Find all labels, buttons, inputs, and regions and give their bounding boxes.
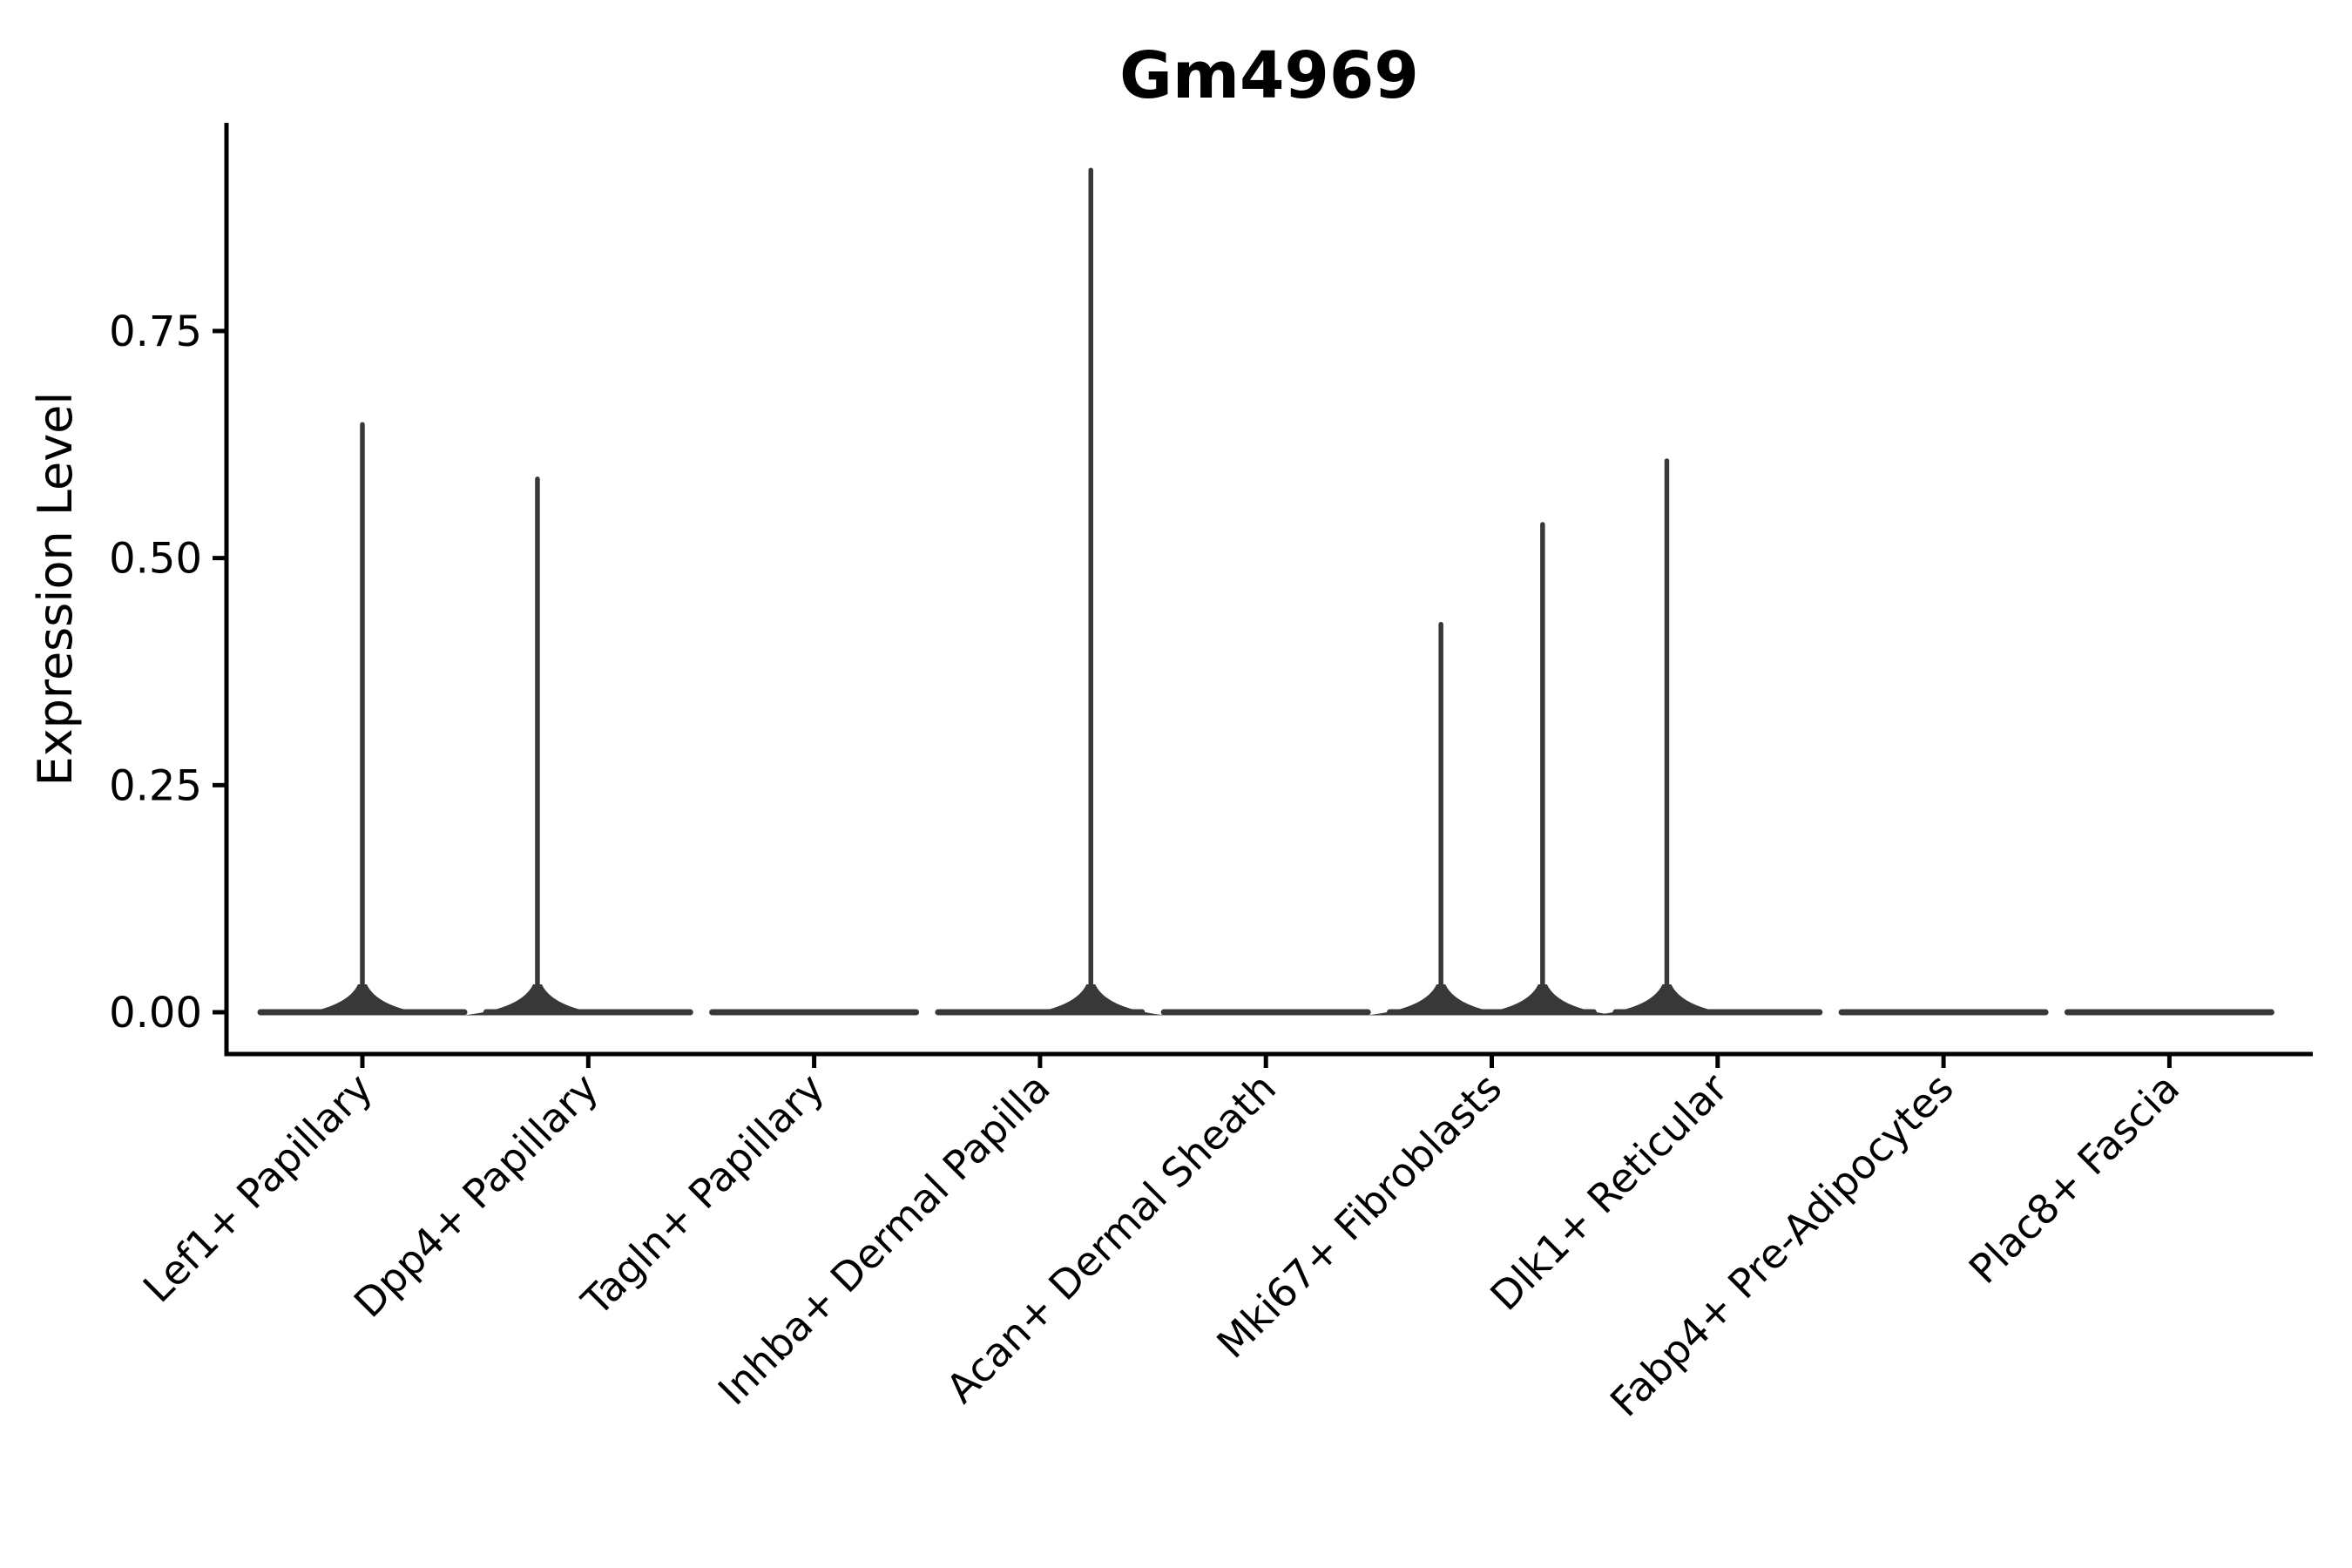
violin — [463, 476, 693, 1016]
x-tick-label: Plac8+ Fascia — [1960, 1064, 2188, 1293]
x-tick-label: Lef1+ Papillary — [134, 1064, 382, 1312]
y-tick-label: 0.75 — [109, 308, 202, 356]
y-axis-label: Expression Level — [28, 392, 83, 787]
y-tick-label: 0.50 — [109, 535, 202, 584]
violin — [1367, 522, 1617, 1016]
chart-title: Gm4969 — [1119, 38, 1419, 113]
violin — [257, 422, 468, 1016]
x-tick-label: Dpp4+ Papillary — [345, 1064, 607, 1327]
axis-layer — [213, 123, 2313, 1068]
label-layer: Gm4969 Expression Level 0.00 0.25 0.50 0.75… — [28, 38, 2188, 1426]
x-tick-label: Dlk1+ Reticular — [1481, 1064, 1736, 1320]
x-tick-label: Tagln+ Papillary — [572, 1064, 834, 1326]
y-tick-label: 0.00 — [109, 989, 202, 1037]
violin — [1592, 458, 1823, 1016]
violin — [935, 167, 1166, 1016]
violin-layer — [257, 167, 2274, 1016]
y-tick-label: 0.25 — [109, 761, 202, 810]
